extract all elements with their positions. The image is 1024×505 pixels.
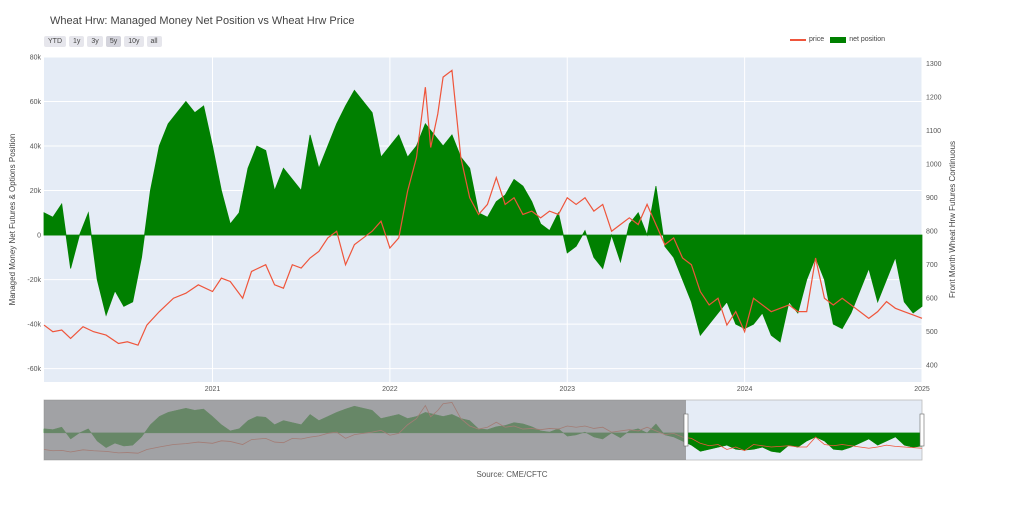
y2-tick-label: 500: [926, 329, 938, 336]
range-slider-mask: [44, 400, 686, 460]
y2-tick-label: 600: [926, 296, 938, 303]
y-tick-label: 60k: [30, 99, 42, 106]
range-button-10y[interactable]: 10y: [124, 36, 144, 47]
legend-label-price: price: [809, 36, 825, 43]
y2-tick-label: 1300: [926, 61, 942, 68]
range-slider-handle-right[interactable]: [919, 413, 925, 447]
source-note: Source: CME/CFTC: [476, 470, 548, 479]
y2-tick-label: 1100: [926, 128, 941, 135]
y2-tick-label: 1000: [926, 162, 942, 169]
range-button-1y[interactable]: 1y: [69, 36, 85, 47]
y-tick-label: -60k: [27, 366, 41, 373]
x-tick-label: 2021: [205, 386, 221, 393]
y-tick-label: -20k: [27, 277, 41, 284]
range-button-5y[interactable]: 5y: [105, 36, 122, 47]
y2-tick-label: 900: [926, 195, 938, 202]
x-tick-label: 2024: [737, 386, 753, 393]
y2-axis-title: Front Month Wheat Hrw Futures Continuous: [948, 141, 957, 298]
legend-swatch-price: [790, 38, 806, 41]
y2-tick-label: 1200: [926, 95, 942, 102]
series-net-position-area: [43, 89, 923, 343]
range-button-3y[interactable]: 3y: [87, 36, 103, 47]
x-tick-label: 2025: [914, 386, 930, 393]
y2-tick-label: 800: [926, 229, 938, 236]
y2-tick-label: 400: [926, 363, 938, 370]
legend-item-price[interactable]: price: [790, 36, 824, 43]
y-tick-label: 20k: [30, 188, 42, 195]
x-tick-label: 2022: [382, 386, 398, 393]
y-tick-label: 40k: [30, 144, 42, 151]
series-price-line: [43, 69, 923, 346]
range-button-all[interactable]: all: [146, 36, 162, 47]
y2-tick-label: 700: [926, 262, 938, 269]
legend: price net position: [790, 36, 885, 43]
y-axis-title: Managed Money Net Futures & Options Posi…: [8, 134, 17, 306]
y-tick-label: -40k: [27, 322, 41, 329]
range-button-ytd[interactable]: YTD: [44, 36, 66, 47]
y-tick-label: 0: [37, 233, 41, 240]
range-slider-handle-left[interactable]: [683, 413, 689, 447]
range-selector: YTD 1y 3y 5y 10y all: [44, 36, 162, 47]
legend-item-net-position[interactable]: net position: [830, 36, 885, 43]
y-tick-label: 80k: [30, 55, 42, 62]
legend-label-net-position: net position: [849, 36, 885, 43]
legend-swatch-net-position: [830, 36, 847, 43]
chart-title: Wheat Hrw: Managed Money Net Position vs…: [50, 15, 355, 27]
x-tick-label: 2023: [559, 386, 575, 393]
